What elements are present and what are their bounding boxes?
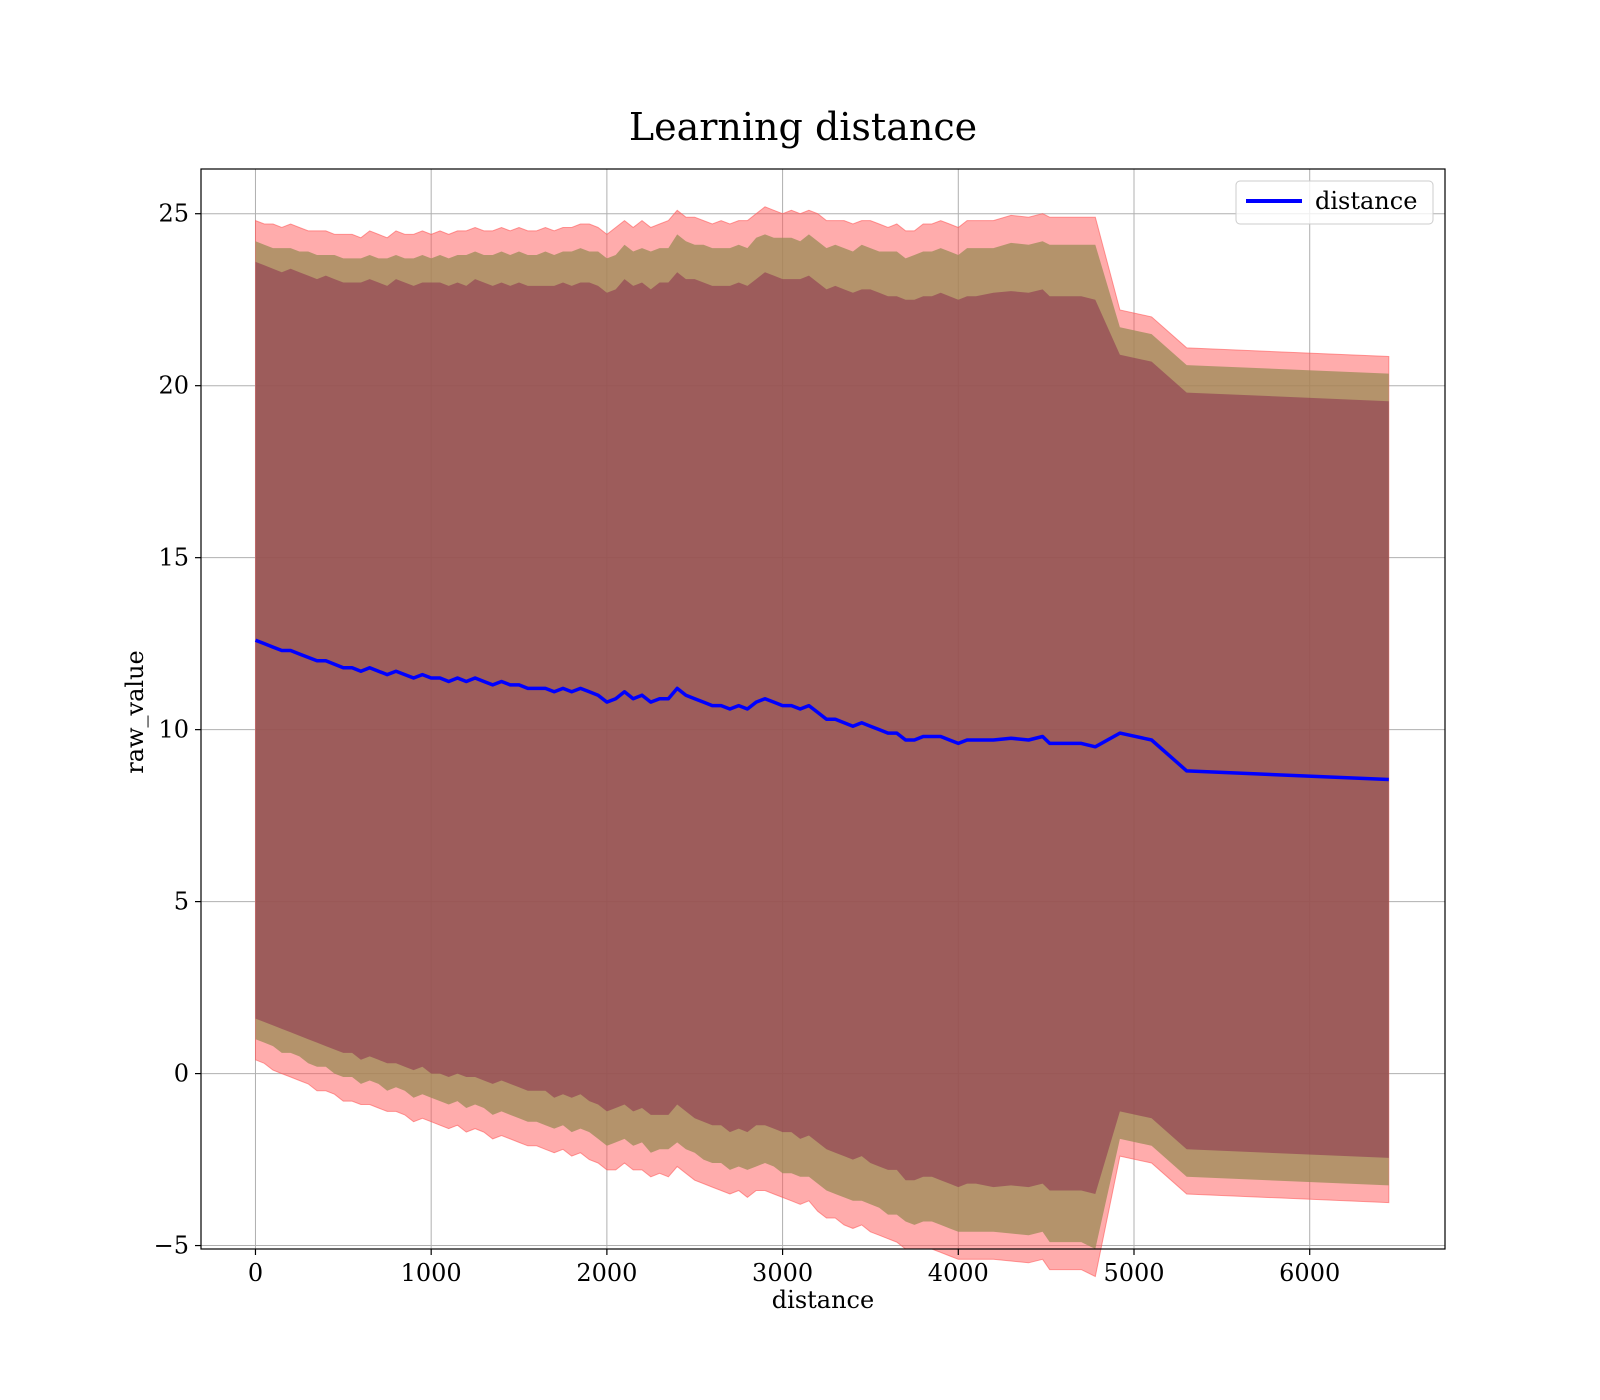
confidence-bands xyxy=(255,206,1390,1278)
y-axis-label: raw_value xyxy=(121,650,149,774)
legend: distance xyxy=(1235,180,1434,225)
legend-entry-distance: distance xyxy=(1315,187,1417,215)
plot-frame xyxy=(200,168,1446,1250)
x-tick-label: 6000 xyxy=(1279,1259,1340,1287)
x-tick-label: 5000 xyxy=(1103,1259,1164,1287)
y-tick-label: 15 xyxy=(158,544,189,572)
x-tick-label: 2000 xyxy=(576,1259,637,1287)
x-tick-label: 4000 xyxy=(928,1259,989,1287)
x-axis-label: distance xyxy=(772,1286,874,1314)
chart-title: Learning distance xyxy=(629,105,977,149)
legend-box xyxy=(1235,180,1434,225)
y-tick-label: 10 xyxy=(158,716,189,744)
band-inner xyxy=(255,261,1389,1194)
y-axis-ticks: −5 0 5 10 15 20 25 xyxy=(154,200,201,1260)
x-tick-label: 0 xyxy=(248,1259,263,1287)
x-axis-ticks: 0 1000 2000 3000 4000 5000 6000 xyxy=(248,1249,1340,1287)
y-tick-label: 0 xyxy=(174,1060,189,1088)
series-line-distance xyxy=(254,638,1389,782)
y-tick-label: 25 xyxy=(158,200,189,228)
x-tick-label: 3000 xyxy=(752,1259,813,1287)
y-tick-label: 20 xyxy=(158,372,189,400)
y-tick-label: 5 xyxy=(174,888,189,916)
series-lines xyxy=(254,638,1389,782)
y-tick-label: −5 xyxy=(154,1232,189,1260)
x-tick-label: 1000 xyxy=(401,1259,462,1287)
